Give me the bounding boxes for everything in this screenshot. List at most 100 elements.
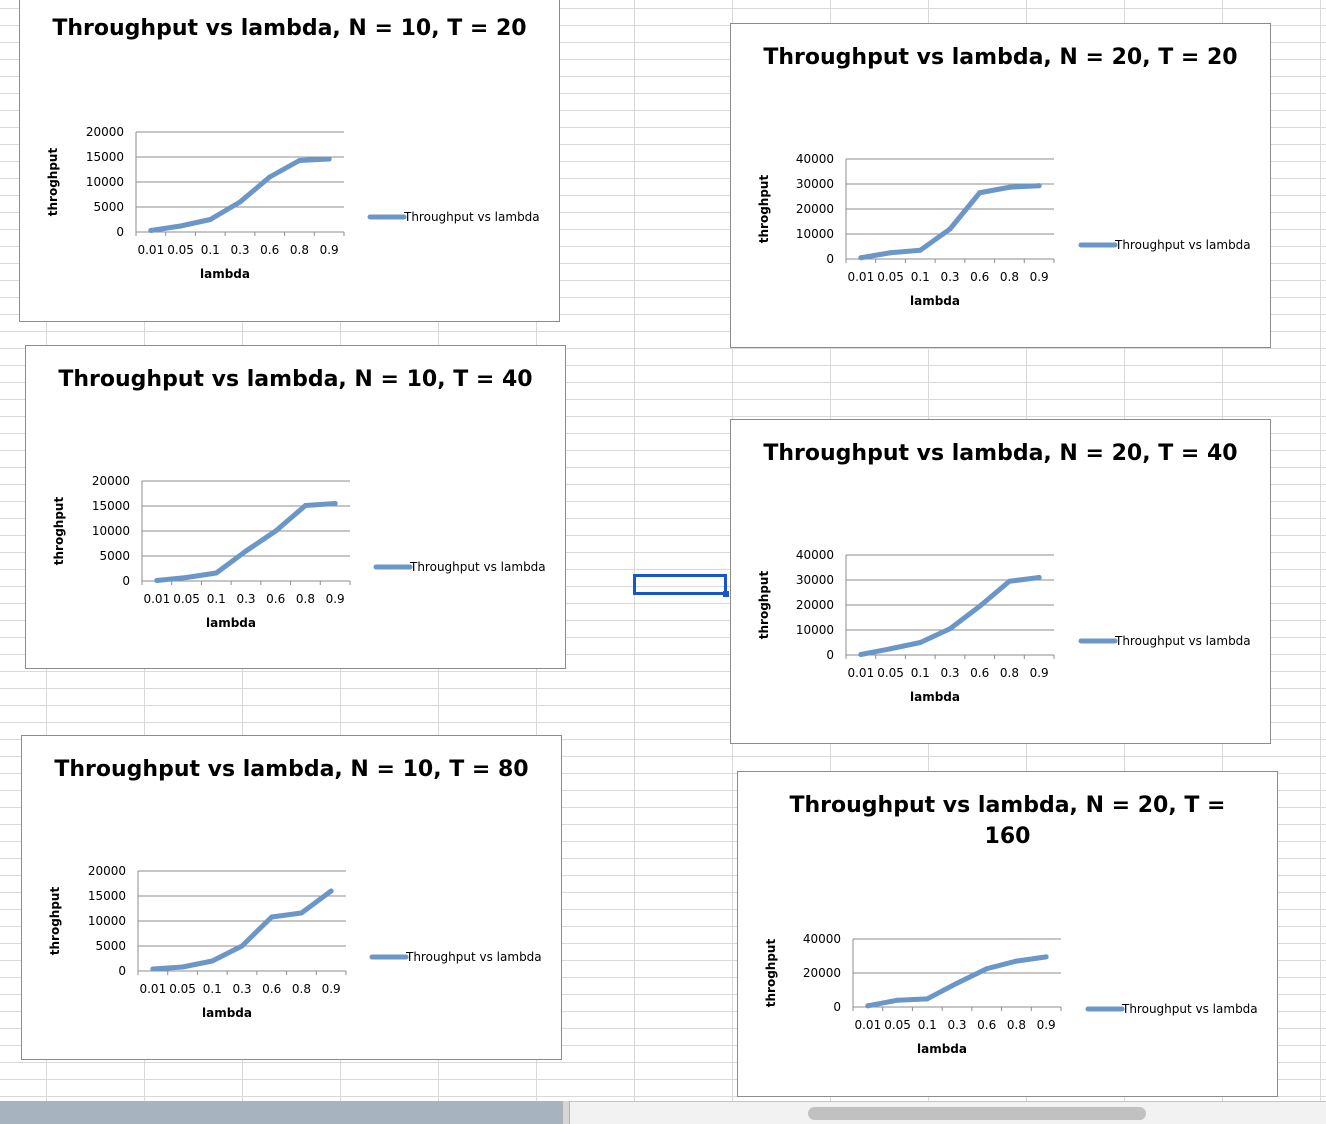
sheet-tabs-area[interactable] — [0, 1101, 562, 1124]
y-tick-label: 15000 — [86, 150, 124, 164]
data-point — [895, 997, 901, 1003]
y-tick-label: 0 — [826, 648, 834, 662]
x-tick-label: 0.01 — [854, 1018, 881, 1032]
data-point — [1006, 578, 1012, 584]
data-point — [977, 190, 983, 196]
x-tick-label: 0.6 — [970, 666, 989, 680]
y-tick-label: 10000 — [88, 914, 126, 928]
chart-n20-t20[interactable]: Throughput vs lambda, N = 20, T = 20 0 10… — [730, 23, 1271, 348]
y-tick-label: 30000 — [796, 177, 834, 191]
x-tick-label: 0.1 — [201, 243, 220, 257]
legend-label: Throughput vs lambda — [405, 950, 542, 964]
data-point — [1036, 575, 1042, 580]
data-point — [954, 980, 960, 986]
x-tick-label: 0.9 — [326, 592, 345, 606]
y-tick-label: 20000 — [803, 966, 841, 980]
x-tick-label: 0.1 — [207, 592, 226, 606]
x-tick-label: 0.9 — [1037, 1018, 1056, 1032]
legend-label: Throughput vs lambda — [1121, 1002, 1258, 1016]
y-tick-label: 0 — [833, 1000, 841, 1014]
chart-plot-n10-t80: 0 5000 10000 15000 20000 0.01 0.05 0.1 0.3 0.6 0.8… — [48, 864, 542, 1020]
x-axis-title: lambda — [917, 1042, 967, 1056]
legend-label: Throughput vs lambda — [409, 560, 546, 574]
split-grip[interactable] — [562, 1101, 570, 1124]
data-point — [1013, 958, 1019, 964]
y-tick-label: 5000 — [99, 549, 130, 563]
data-point — [207, 217, 213, 222]
y-tick-label: 10000 — [796, 623, 834, 637]
chart-title: Throughput vs lambda, N = 20, T = 20 — [763, 45, 1238, 70]
chart-plot-n20-t160: 0 20000 40000 0.01 0.05 0.1 0.3 0.6 0.8 0.9 lambda… — [764, 932, 1258, 1056]
data-point — [858, 255, 864, 261]
series-line — [150, 888, 334, 972]
chart-title-line-1: Throughput vs lambda, N = 20, T = — [789, 793, 1226, 818]
series-line — [858, 575, 1042, 657]
data-point — [243, 548, 249, 554]
chart-n10-t20[interactable]: Throughput vs lambda, N = 10, T = 20 0 50… — [19, 0, 560, 322]
x-tick-label: 0.1 — [918, 1018, 937, 1032]
y-tick-label: 20000 — [796, 598, 834, 612]
x-axis-title: lambda — [202, 1006, 252, 1020]
data-point — [298, 910, 304, 916]
x-tick-label: 0.3 — [940, 270, 959, 284]
data-point — [858, 652, 864, 657]
y-tick-label: 40000 — [803, 932, 841, 946]
data-point — [239, 943, 245, 949]
legend-label: Throughput vs lambda — [403, 210, 540, 224]
chart-n10-t80[interactable]: Throughput vs lambda, N = 10, T = 80 0 50… — [21, 735, 562, 1060]
x-tick-label: 0.9 — [1030, 270, 1049, 284]
x-tick-label: 0.05 — [169, 982, 196, 996]
x-tick-label: 0.1 — [911, 270, 930, 284]
chart-title: Throughput vs lambda, N = 20, T = 40 — [763, 441, 1238, 466]
x-axis-title: lambda — [206, 616, 256, 630]
y-axis-title: throghput — [757, 571, 771, 640]
y-axis-title: throghput — [757, 175, 771, 244]
data-point — [178, 223, 184, 229]
data-point — [888, 250, 894, 256]
x-tick-label: 0.01 — [139, 982, 166, 996]
y-tick-label: 15000 — [88, 889, 126, 903]
data-point — [150, 966, 156, 972]
data-point — [296, 158, 302, 163]
data-point — [148, 228, 154, 233]
y-tick-label: 0 — [116, 225, 124, 239]
x-tick-label: 0.9 — [320, 243, 339, 257]
chart-n20-t40[interactable]: Throughput vs lambda, N = 20, T = 40 0 10… — [730, 419, 1271, 744]
x-tick-label: 0.8 — [1007, 1018, 1026, 1032]
data-point — [1036, 183, 1042, 189]
data-point — [924, 996, 930, 1002]
y-tick-label: 40000 — [796, 548, 834, 562]
chart-n20-t160[interactable]: Throughput vs lambda, N = 20, T = 160 0 2… — [737, 771, 1278, 1097]
y-tick-label: 20000 — [796, 202, 834, 216]
chart-title: Throughput vs lambda, N = 10, T = 40 — [58, 367, 533, 392]
data-point — [273, 528, 279, 534]
fill-handle[interactable] — [723, 591, 729, 597]
data-point — [180, 964, 186, 970]
series-line — [154, 501, 338, 583]
x-tick-label: 0.05 — [167, 243, 194, 257]
x-tick-label: 0.8 — [292, 982, 311, 996]
x-tick-label: 0.3 — [236, 592, 255, 606]
y-tick-label: 0 — [118, 964, 126, 978]
data-point — [184, 575, 190, 580]
chart-n10-t40[interactable]: Throughput vs lambda, N = 10, T = 40 0 50… — [25, 345, 566, 669]
x-tick-label: 0.01 — [137, 243, 164, 257]
scroll-thumb[interactable] — [808, 1107, 1146, 1120]
data-point — [888, 646, 894, 652]
data-point — [154, 578, 160, 583]
y-tick-label: 20000 — [86, 125, 124, 139]
selected-cell[interactable] — [633, 574, 727, 595]
series-line — [858, 183, 1042, 261]
chart-plot-n10-t20: 0 5000 10000 15000 20000 0.01 0.05 0.1 0.3 0.6 0.8… — [46, 125, 540, 281]
x-tick-label: 0.6 — [266, 592, 285, 606]
y-tick-label: 0 — [122, 574, 130, 588]
data-point — [977, 603, 983, 609]
x-tick-label: 0.05 — [884, 1018, 911, 1032]
y-axis-title: throghput — [52, 497, 66, 566]
x-tick-label: 0.8 — [296, 592, 315, 606]
x-tick-label: 0.8 — [1000, 666, 1019, 680]
y-tick-label: 5000 — [93, 200, 124, 214]
data-point — [332, 501, 338, 506]
data-point — [947, 626, 953, 632]
x-tick-label: 0.6 — [970, 270, 989, 284]
